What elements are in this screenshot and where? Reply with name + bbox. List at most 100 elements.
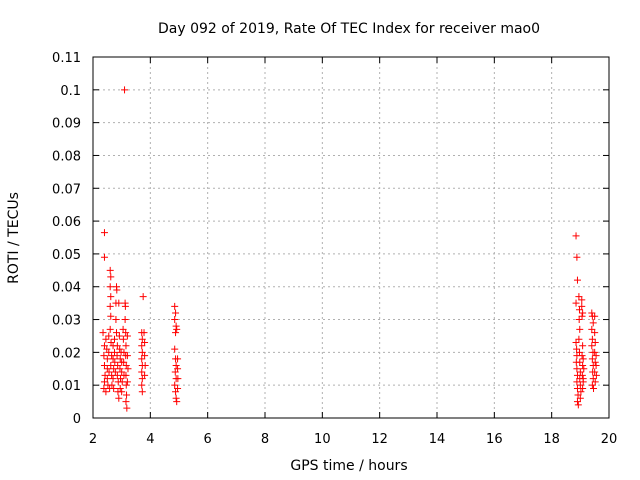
data-point — [100, 229, 108, 237]
data-point — [140, 329, 148, 337]
data-point — [107, 273, 115, 281]
data-point — [115, 332, 123, 340]
data-point — [591, 358, 599, 366]
data-point — [138, 368, 146, 376]
data-point — [591, 368, 599, 376]
data-point — [100, 253, 108, 261]
x-tick-label: 2 — [89, 432, 97, 447]
data-point — [589, 319, 597, 327]
data-point — [100, 352, 108, 360]
data-point — [138, 355, 146, 363]
data-point — [138, 342, 146, 350]
x-tick-label: 10 — [314, 432, 331, 447]
data-point — [576, 394, 584, 402]
data-point — [112, 316, 120, 324]
data-point — [122, 329, 130, 337]
x-tick-label: 8 — [261, 432, 269, 447]
y-tick-label: 0.05 — [52, 248, 81, 263]
data-point — [575, 316, 583, 324]
data-point — [107, 361, 115, 369]
data-point — [109, 375, 117, 383]
data-point — [588, 309, 596, 317]
data-point — [573, 345, 581, 353]
data-point — [578, 302, 586, 310]
data-point — [171, 381, 179, 389]
data-point — [106, 325, 114, 333]
x-axis-title: GPS time / hours — [290, 458, 407, 474]
x-tick-labels: 2 4 6 8 10 12 14 16 18 20 — [89, 432, 617, 447]
data-point — [575, 335, 583, 343]
data-point — [578, 371, 586, 379]
data-point — [138, 381, 146, 389]
data-point — [113, 371, 121, 379]
data-point — [111, 358, 119, 366]
y-tick-label: 0.1 — [60, 84, 81, 99]
x-tick-label: 16 — [486, 432, 503, 447]
data-point — [116, 365, 124, 373]
axis-ticks — [92, 56, 610, 419]
data-point — [121, 302, 129, 310]
y-tick-label: 0.01 — [52, 379, 81, 394]
x-tick-label: 6 — [204, 432, 212, 447]
y-tick-label: 0.11 — [52, 51, 81, 66]
data-point — [116, 384, 124, 392]
data-point — [574, 401, 582, 409]
data-point — [124, 365, 132, 373]
data-point — [123, 391, 131, 399]
data-point — [172, 309, 180, 317]
data-point — [174, 384, 182, 392]
data-point — [115, 299, 123, 307]
data-point — [120, 348, 128, 356]
data-point — [122, 398, 130, 406]
data-point — [572, 232, 580, 240]
data-point — [141, 352, 149, 360]
data-point — [173, 398, 181, 406]
data-point — [110, 384, 118, 392]
data-point — [592, 361, 600, 369]
data-point — [113, 286, 121, 294]
y-tick-labels: 0 0.01 0.02 0.03 0.04 0.05 0.06 0.07 0.08 0.09 0.1… — [52, 51, 81, 427]
data-point — [573, 365, 581, 373]
data-point — [115, 394, 123, 402]
data-point — [573, 276, 581, 284]
data-point — [572, 299, 580, 307]
chart-title: Day 092 of 2019, Rate Of TEC Index for r… — [158, 21, 540, 37]
data-point — [575, 293, 583, 301]
data-point — [171, 345, 179, 353]
data-point — [172, 394, 180, 402]
data-point — [100, 361, 108, 369]
data-point — [171, 316, 179, 324]
plot-frame — [92, 56, 610, 419]
data-point — [113, 329, 121, 337]
data-point — [105, 332, 113, 340]
data-point — [172, 361, 180, 369]
data-point — [106, 266, 114, 274]
data-point — [103, 365, 111, 373]
data-point — [579, 375, 587, 383]
y-tick-label: 0.06 — [52, 215, 81, 230]
data-point — [592, 371, 600, 379]
data-point — [122, 361, 130, 369]
data-point — [141, 371, 149, 379]
data-point — [592, 352, 600, 360]
data-point — [171, 302, 179, 310]
y-tick-label: 0.04 — [52, 281, 81, 296]
data-point — [588, 342, 596, 350]
data-point — [591, 312, 599, 320]
data-point — [591, 329, 599, 337]
data-point — [99, 329, 107, 337]
data-point — [573, 378, 581, 386]
data-point — [572, 339, 580, 347]
x-tick-label: 20 — [601, 432, 618, 447]
y-tick-label: 0.08 — [52, 149, 81, 164]
data-point — [576, 358, 584, 366]
x-tick-label: 18 — [543, 432, 560, 447]
data-point — [174, 375, 182, 383]
data-point — [111, 335, 118, 343]
data-point — [113, 352, 121, 360]
data-point — [141, 361, 149, 369]
data-point — [123, 332, 131, 340]
data-point — [102, 388, 110, 396]
data-point — [109, 355, 117, 363]
